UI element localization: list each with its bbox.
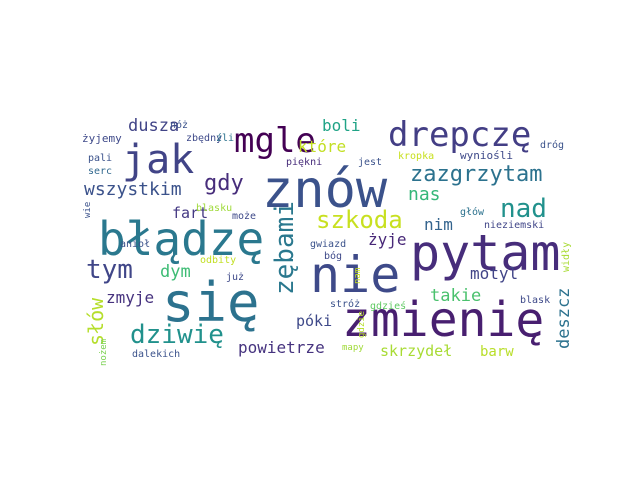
word-blask: blask xyxy=(520,295,551,306)
word-znow: znów xyxy=(262,160,388,220)
word-poki: póki xyxy=(296,312,333,330)
word-dym: dym xyxy=(160,262,191,282)
word-mgle: mgle xyxy=(234,121,316,161)
word-gdzie: gdzie xyxy=(357,310,367,338)
word-dalekich: dalekich xyxy=(132,349,181,360)
word-nim: nim xyxy=(424,215,453,234)
word-bladze: błądzę xyxy=(98,212,265,266)
word-dziwie: dziwię xyxy=(130,320,224,350)
word-moze: może xyxy=(232,211,257,222)
word-glow: głów xyxy=(460,207,485,218)
word-zli: źli xyxy=(216,133,235,144)
word-blasku: blasku xyxy=(196,203,233,214)
word-widly: widły xyxy=(561,241,572,272)
word-drepcze: drepczę xyxy=(388,115,532,155)
word-drog: dróg xyxy=(540,140,565,151)
word-zyje: żyje xyxy=(368,230,407,249)
word-takie: takie xyxy=(430,286,482,306)
word-wie: wie xyxy=(83,201,93,218)
word-wyniosli: wyniośli xyxy=(460,149,513,162)
word-deszcz: deszcz xyxy=(554,287,574,349)
word-nozem: nożem xyxy=(99,338,109,366)
word-bog: bóg xyxy=(324,251,343,262)
word-juz: już xyxy=(226,272,245,283)
word-gdy: gdy xyxy=(204,171,244,196)
word-nad: nad xyxy=(500,194,547,224)
word-nie: nie xyxy=(310,246,401,304)
word-pali: pali xyxy=(88,153,113,164)
word-odbity: odbity xyxy=(200,255,237,266)
word-zebami: zębami xyxy=(270,201,300,295)
word-zbedny: zbędny xyxy=(186,133,223,144)
word-pytam: pytam xyxy=(410,224,561,282)
word-zmyje: zmyje xyxy=(106,288,155,307)
word-nam: nam xyxy=(353,267,363,284)
word-kropka: kropka xyxy=(398,151,435,162)
word-zazgrzytam: zazgrzytam xyxy=(410,162,543,187)
word-zyjemy: żyjemy xyxy=(82,132,122,145)
word-niezmienski: nieziemski xyxy=(484,220,545,231)
word-zmienie: zmienię xyxy=(342,292,545,348)
word-motyl: motyl xyxy=(470,264,519,283)
word-wszystkim: wszystkim xyxy=(84,179,182,200)
word-szkoda: szkoda xyxy=(316,206,403,234)
word-jest: jest xyxy=(358,157,383,168)
word-ktore: które xyxy=(298,137,347,156)
word-mapy: mapy xyxy=(342,343,364,353)
word-noz: nóż xyxy=(170,120,189,131)
word-gwiazd: gwiazd xyxy=(310,239,347,250)
word-aniol: anioł xyxy=(120,239,151,250)
word-stroz: stróż xyxy=(330,299,361,310)
word-sie: się xyxy=(162,271,260,334)
word-tym: tym xyxy=(86,255,133,285)
word-gdzies: gdzieś xyxy=(370,301,407,312)
word-boli: boli xyxy=(322,116,361,135)
word-fart: fart xyxy=(172,204,209,222)
word-skrzydel: skrzydeł xyxy=(380,342,453,360)
word-nas: nas xyxy=(408,184,441,205)
word-serc: serc xyxy=(88,166,113,177)
word-dusza: dusza xyxy=(128,116,180,136)
word-barw: barw xyxy=(480,344,514,360)
word-jak: jak xyxy=(122,137,195,183)
word-powietrze: powietrze xyxy=(238,338,325,357)
word-piekni: piękni xyxy=(286,157,323,168)
